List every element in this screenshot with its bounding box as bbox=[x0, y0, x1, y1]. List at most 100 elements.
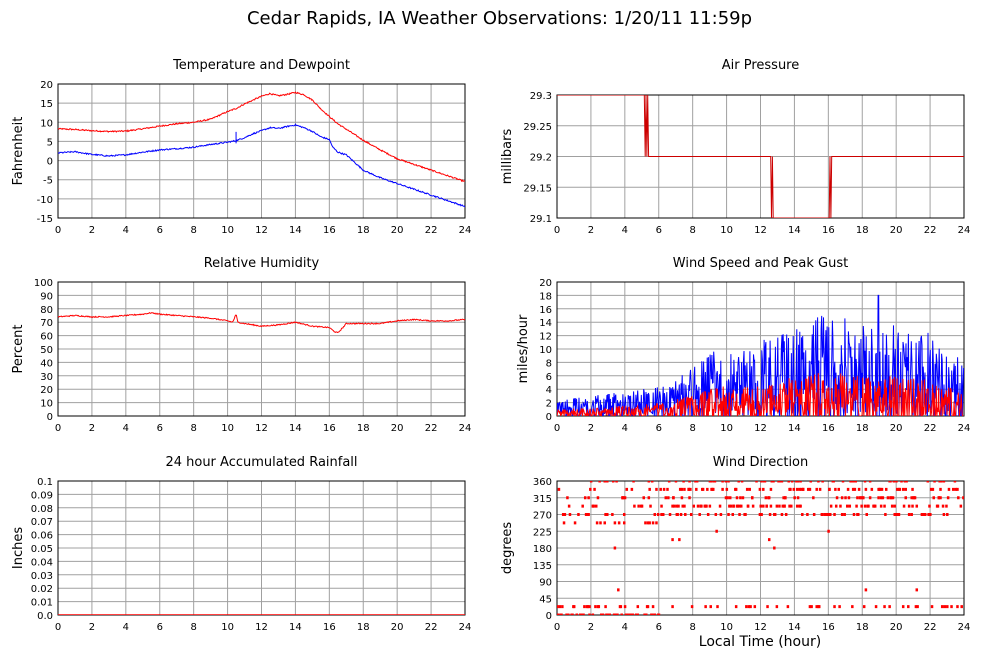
direction-point bbox=[795, 481, 798, 483]
x-tick-label: 4 bbox=[123, 225, 129, 236]
y-tick-label: 0 bbox=[47, 412, 53, 423]
direction-point bbox=[611, 481, 615, 483]
direction-point bbox=[655, 521, 658, 525]
direction-point bbox=[724, 496, 728, 500]
y-tick-label: 29.25 bbox=[523, 122, 552, 133]
direction-point bbox=[605, 613, 608, 615]
y-tick-label: 10 bbox=[40, 399, 53, 410]
direction-point bbox=[661, 513, 665, 516]
y-tick-label: 2 bbox=[546, 399, 552, 410]
chart-temp: 0 2 4 6 8 10 12 14 16 18 20 22 24-15-10-505101520Tem… bbox=[11, 58, 471, 236]
direction-point bbox=[850, 481, 853, 483]
x-tick-label: 16 bbox=[822, 423, 835, 434]
y-tick-label: 18 bbox=[539, 291, 552, 302]
direction-point bbox=[593, 487, 596, 491]
direction-point bbox=[727, 481, 730, 483]
direction-point bbox=[864, 487, 868, 491]
direction-point bbox=[624, 613, 628, 615]
direction-point bbox=[603, 481, 606, 483]
y-tick-label: 90 bbox=[40, 291, 53, 302]
direction-point bbox=[940, 605, 944, 609]
direction-point bbox=[695, 487, 698, 491]
direction-point bbox=[817, 481, 820, 483]
x-tick-label: 8 bbox=[190, 423, 196, 434]
direction-point bbox=[678, 487, 682, 491]
direction-point bbox=[690, 605, 694, 609]
plot-frame bbox=[57, 281, 466, 417]
direction-point bbox=[787, 481, 790, 483]
chart-title: Temperature and Dewpoint bbox=[172, 58, 350, 73]
y-tick-label: 70 bbox=[40, 318, 53, 329]
direction-point bbox=[937, 496, 941, 500]
direction-point bbox=[806, 487, 810, 491]
direction-point bbox=[688, 496, 691, 500]
direction-point bbox=[674, 481, 678, 483]
chart-direction: 0 2 4 6 8 10 12 14 16 18 20 22 240459013518022527031… bbox=[500, 455, 970, 633]
direction-point bbox=[625, 487, 629, 491]
x-tick-label: 22 bbox=[924, 225, 937, 236]
y-tick-label: 0 bbox=[47, 157, 53, 168]
direction-point bbox=[843, 513, 846, 516]
direction-point bbox=[853, 487, 857, 491]
x-tick-label: 0 bbox=[554, 423, 560, 434]
direction-point bbox=[910, 513, 913, 516]
direction-point bbox=[678, 538, 681, 542]
direction-point bbox=[718, 504, 722, 508]
y-axis-label: miles/hour bbox=[516, 314, 531, 383]
direction-point bbox=[883, 605, 886, 609]
direction-point bbox=[808, 605, 812, 609]
direction-point bbox=[851, 487, 855, 491]
direction-point bbox=[928, 504, 931, 508]
x-tick-label: 0 bbox=[55, 622, 61, 633]
direction-point bbox=[644, 521, 647, 525]
y-axis-label: Percent bbox=[11, 325, 26, 374]
direction-point bbox=[653, 613, 657, 615]
direction-point bbox=[951, 487, 955, 491]
direction-point bbox=[780, 481, 784, 483]
direction-point bbox=[636, 605, 640, 609]
direction-point bbox=[604, 605, 607, 609]
direction-point bbox=[793, 496, 796, 500]
y-tick-label: 60 bbox=[40, 332, 53, 343]
direction-point bbox=[950, 605, 953, 609]
direction-point bbox=[784, 513, 788, 516]
direction-point bbox=[732, 504, 735, 508]
direction-point bbox=[957, 496, 960, 500]
direction-point bbox=[619, 605, 623, 609]
direction-point bbox=[863, 504, 867, 508]
direction-point bbox=[799, 504, 802, 508]
direction-point bbox=[726, 496, 729, 500]
direction-point bbox=[748, 487, 751, 491]
direction-point bbox=[773, 513, 777, 516]
direction-point bbox=[616, 613, 619, 615]
direction-point bbox=[929, 513, 932, 516]
chart-title: Relative Humidity bbox=[204, 256, 320, 271]
y-tick-label: 30 bbox=[40, 372, 53, 383]
direction-point bbox=[705, 504, 708, 508]
direction-point bbox=[642, 496, 645, 500]
x-tick-label: 24 bbox=[958, 225, 971, 236]
direction-point bbox=[746, 504, 750, 508]
direction-point bbox=[893, 504, 896, 508]
y-tick-label: 80 bbox=[40, 305, 53, 316]
direction-point bbox=[659, 487, 662, 491]
x-tick-label: 12 bbox=[754, 423, 767, 434]
direction-point bbox=[939, 487, 942, 491]
direction-point bbox=[739, 496, 742, 500]
direction-point bbox=[903, 481, 907, 483]
direction-point bbox=[895, 481, 898, 483]
direction-point bbox=[846, 487, 850, 491]
direction-point bbox=[582, 613, 585, 615]
direction-point bbox=[622, 513, 626, 516]
x-axis-label: Local Time (hour) bbox=[698, 634, 822, 650]
direction-point bbox=[698, 513, 701, 516]
direction-point bbox=[620, 613, 623, 615]
x-tick-label: 18 bbox=[856, 225, 869, 236]
x-tick-label: 8 bbox=[689, 423, 695, 434]
direction-point bbox=[753, 605, 757, 609]
direction-point bbox=[741, 496, 745, 500]
x-tick-label: 2 bbox=[588, 622, 594, 633]
direction-point bbox=[680, 487, 684, 491]
direction-point bbox=[749, 605, 752, 609]
direction-point bbox=[770, 481, 774, 483]
